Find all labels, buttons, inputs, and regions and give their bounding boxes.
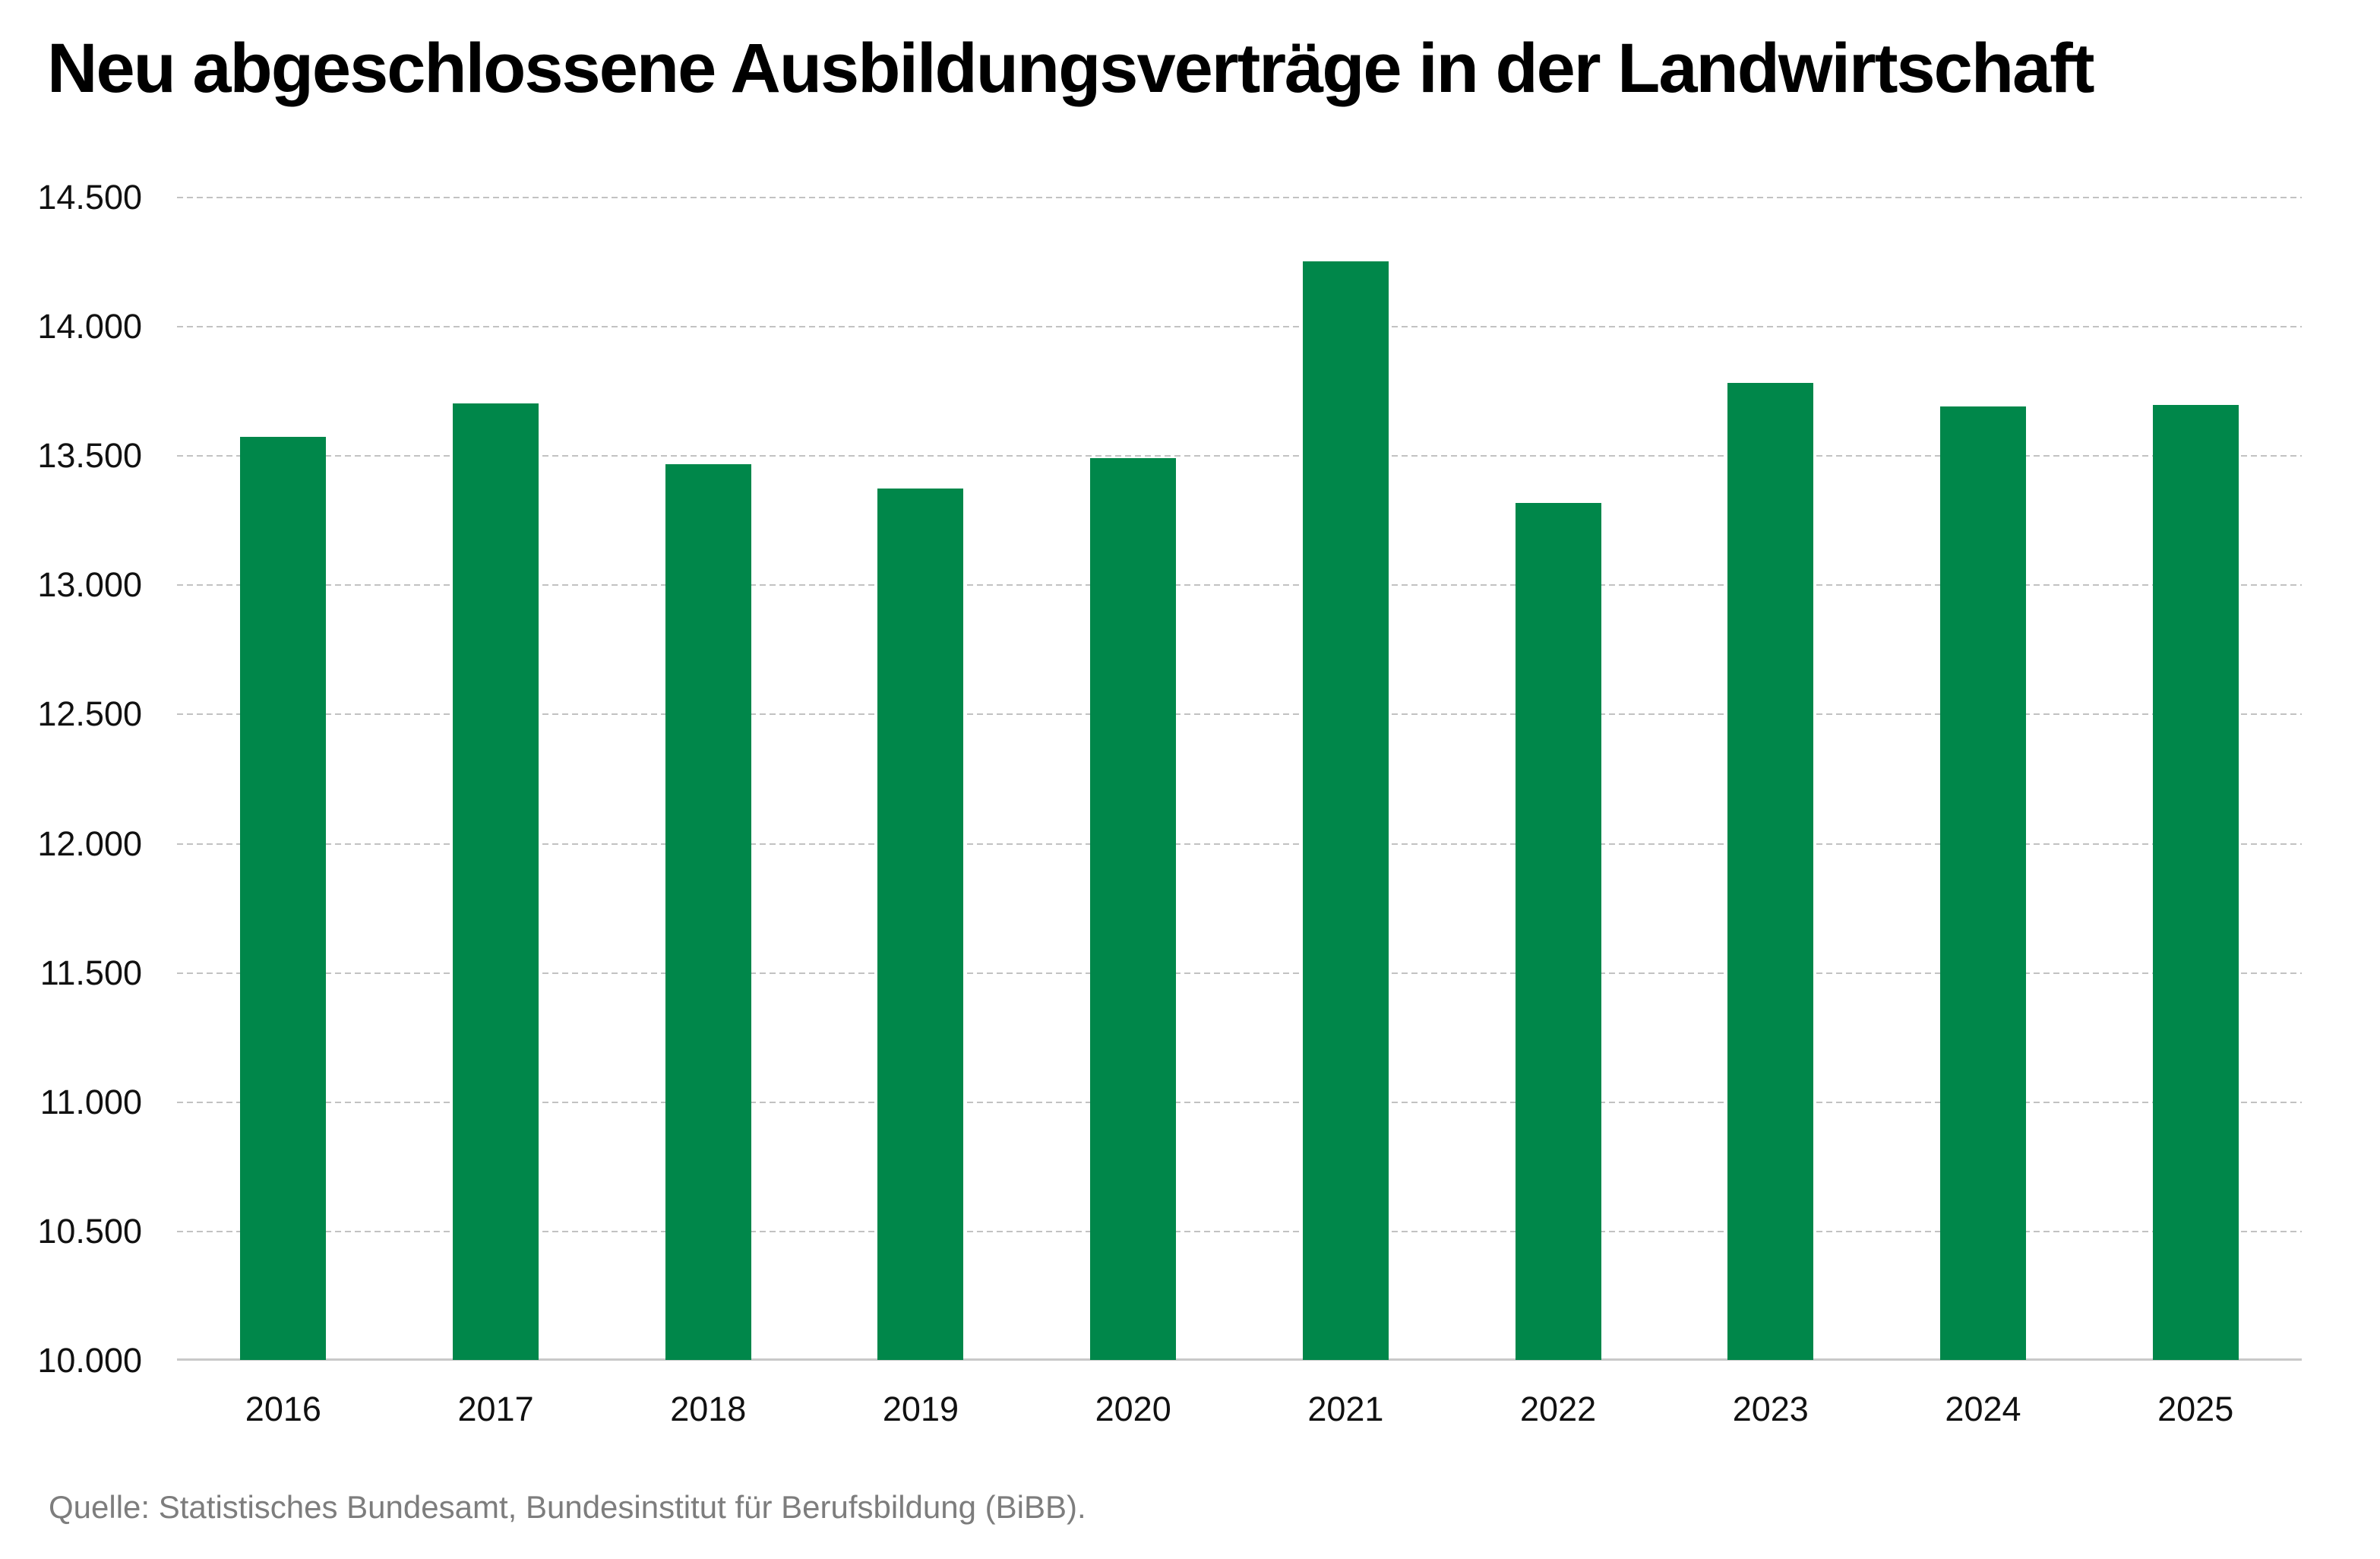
x-axis-baseline [177, 1358, 2302, 1361]
bar-2022 [1515, 503, 1601, 1360]
x-axis-label-2020: 2020 [1095, 1390, 1171, 1428]
y-axis-tick-label: 13.500 [37, 436, 142, 476]
bar-2019 [877, 489, 964, 1360]
y-axis-tick-label: 10.000 [37, 1341, 142, 1380]
bar-slot-2016 [177, 197, 390, 1360]
bar-slot-2018 [602, 197, 814, 1360]
x-axis-labels: 2016 2017 2018 2019 2020 2021 2022 2023 2024 2025 [177, 1390, 2302, 1428]
y-axis-tick-label: 14.500 [37, 178, 142, 217]
bar-slot-2020 [1027, 197, 1240, 1360]
bar-slot-2021 [1240, 197, 1452, 1360]
bar-slot-2025 [2089, 197, 2302, 1360]
bar-chart-plot-area: 14.500 14.000 13.500 13.000 12.500 12.000 11.5… [37, 179, 2302, 1428]
gridline [177, 455, 2302, 457]
bar-2018 [665, 464, 751, 1360]
chart-title: Neu abgeschlossene Ausbildungsverträge i… [47, 30, 2094, 107]
x-axis-label-2023: 2023 [1732, 1390, 1809, 1428]
x-axis-label-2022: 2022 [1520, 1390, 1597, 1428]
y-axis-tick-label: 11.500 [40, 953, 142, 992]
bar-slot-2019 [814, 197, 1027, 1360]
bar-slot-2022 [1452, 197, 1664, 1360]
y-axis-tick-label: 12.000 [37, 824, 142, 863]
bar-2020 [1090, 457, 1177, 1360]
gridline [177, 326, 2302, 328]
bar-slot-2024 [1877, 197, 2090, 1360]
y-axis-tick-label: 11.000 [40, 1082, 142, 1121]
bar-2025 [2152, 404, 2239, 1360]
gridline [177, 713, 2302, 716]
gridline [177, 1101, 2302, 1103]
bars-layer [177, 197, 2302, 1360]
y-axis-tick-label: 14.000 [37, 307, 142, 346]
bar-2016 [240, 437, 327, 1360]
x-axis-label-2021: 2021 [1307, 1390, 1384, 1428]
bar-slot-2023 [1664, 197, 1877, 1360]
bar-2021 [1302, 261, 1389, 1360]
x-axis-label-2018: 2018 [670, 1390, 747, 1428]
bar-2024 [1939, 406, 2026, 1360]
x-axis-label-2024: 2024 [1945, 1390, 2021, 1428]
x-axis-label-2025: 2025 [2157, 1390, 2234, 1428]
x-axis-label-2019: 2019 [882, 1390, 959, 1428]
bar-slot-2017 [390, 197, 602, 1360]
gridline [177, 1230, 2302, 1232]
y-axis-tick-label: 12.500 [37, 694, 142, 734]
y-axis-tick-label: 10.500 [37, 1211, 142, 1251]
gridline [177, 972, 2302, 974]
gridline [177, 843, 2302, 845]
x-axis-label-2016: 2016 [245, 1390, 321, 1428]
bar-2023 [1727, 382, 1814, 1360]
bar-2017 [453, 403, 539, 1360]
y-axis-tick-label: 13.000 [37, 565, 142, 605]
x-axis-label-2017: 2017 [457, 1390, 534, 1428]
gridline [177, 584, 2302, 587]
source-note: Quelle: Statistisches Bundesamt, Bundesi… [49, 1489, 1086, 1525]
gridline [177, 197, 2302, 198]
